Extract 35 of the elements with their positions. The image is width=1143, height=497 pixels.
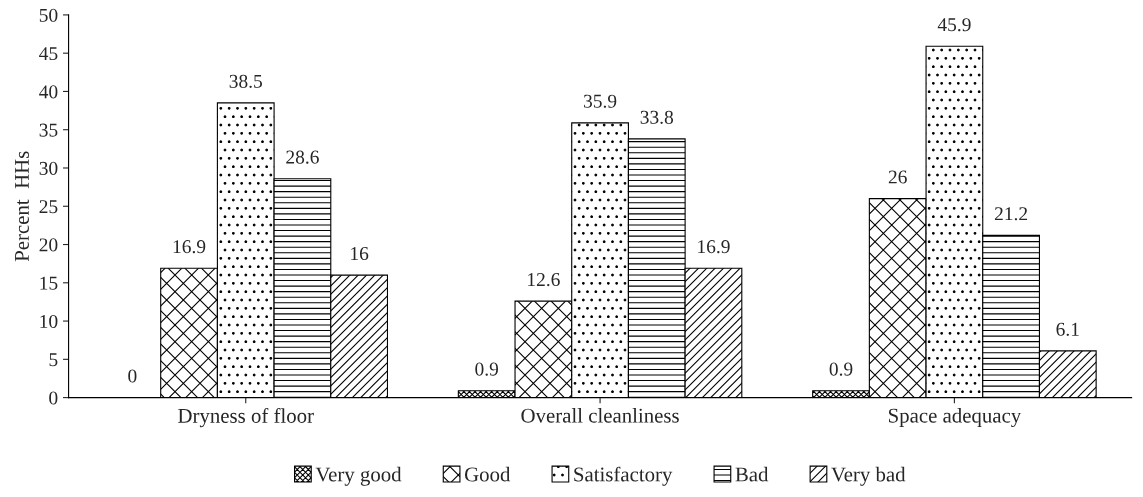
y-tick-label: 15 [40, 276, 58, 290]
data-label: 35.9 [583, 94, 617, 108]
x-tick-label: Dryness of floor [178, 408, 314, 428]
legend-label: Very good [315, 466, 402, 486]
y-tick-label: 50 [39, 8, 58, 22]
data-label: 28.6 [286, 150, 319, 164]
data-label: 26 [888, 170, 907, 184]
y-axis-title: Percent HHs [15, 151, 29, 262]
y-tick-label: 45 [39, 47, 58, 61]
data-label: 16 [351, 247, 369, 261]
data-label: 16.9 [173, 240, 206, 254]
legend-label: Good [464, 466, 511, 482]
y-tick-label: 5 [49, 353, 58, 367]
data-label: 45.9 [937, 18, 971, 32]
data-label: 21.2 [994, 207, 1028, 221]
y-tick-label: 0 [49, 391, 58, 405]
data-label: 33.8 [640, 110, 674, 124]
y-tick-label: 30 [39, 161, 58, 175]
data-label: 6.1 [1056, 322, 1079, 336]
data-label: 0.9 [829, 362, 853, 376]
data-label: 38.5 [229, 74, 262, 88]
data-label: 0 [128, 369, 137, 383]
x-tick-label: Space adequacy [888, 408, 1022, 427]
data-label: 12.6 [528, 273, 560, 287]
legend-label: Satisfactory [574, 466, 673, 486]
y-tick-label: 20 [39, 238, 58, 252]
legend-label: Very bad [831, 466, 906, 486]
y-tick-label: 35 [39, 123, 58, 137]
legend-label: Bad [735, 466, 769, 482]
y-tick-label: 25 [39, 200, 58, 214]
data-label: 0.9 [475, 362, 499, 376]
y-tick-label: 10 [40, 314, 58, 328]
y-tick-label: 40 [39, 85, 58, 99]
data-label: 16.9 [698, 240, 730, 254]
x-tick-label: Overall cleanliness [521, 408, 679, 423]
